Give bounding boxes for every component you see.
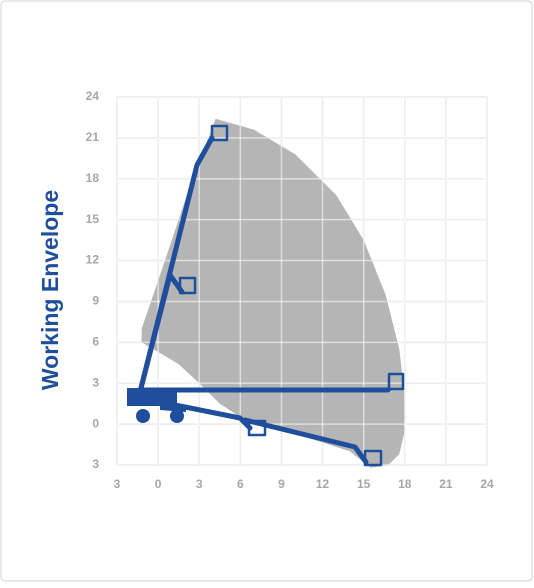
wheel bbox=[170, 409, 184, 423]
x-tick-label: 24 bbox=[480, 477, 494, 491]
x-tick-label: 15 bbox=[357, 477, 371, 491]
y-tick-label: 15 bbox=[86, 212, 100, 226]
y-tick-label: 3 bbox=[92, 375, 99, 389]
y-tick-label: 12 bbox=[86, 253, 100, 267]
wheel bbox=[136, 409, 150, 423]
envelope-area bbox=[141, 118, 405, 468]
x-tick-label: 18 bbox=[398, 477, 412, 491]
y-tick-label: 9 bbox=[92, 294, 99, 308]
y-tick-label: 24 bbox=[86, 89, 100, 103]
platform bbox=[210, 124, 229, 142]
envelope-layer bbox=[141, 118, 405, 468]
grid-overlay-layer bbox=[116, 96, 488, 466]
x-tick-label: 9 bbox=[278, 477, 285, 491]
y-tick-label: 0 bbox=[92, 416, 99, 430]
x-tick-label: 21 bbox=[439, 477, 453, 491]
x-tick-label: 3 bbox=[196, 477, 203, 491]
platform bbox=[387, 372, 405, 391]
counterweight bbox=[160, 400, 186, 412]
y-tick-label: 6 bbox=[92, 335, 99, 349]
x-tick-label: 12 bbox=[316, 477, 330, 491]
y-tick-label: 21 bbox=[86, 130, 100, 144]
x-tick-label: 3 bbox=[114, 477, 121, 491]
x-tick-label: 0 bbox=[155, 477, 162, 491]
x-tick-label: 6 bbox=[237, 477, 244, 491]
machine bbox=[127, 124, 405, 467]
mid-boom bbox=[137, 272, 185, 395]
chart-title: Working Envelope bbox=[37, 190, 63, 390]
lower-boom-extension bbox=[242, 417, 369, 465]
platform bbox=[363, 449, 383, 467]
y-tick-label: 18 bbox=[86, 171, 100, 185]
platform bbox=[178, 276, 197, 295]
y-tick-label: 3 bbox=[92, 457, 99, 471]
